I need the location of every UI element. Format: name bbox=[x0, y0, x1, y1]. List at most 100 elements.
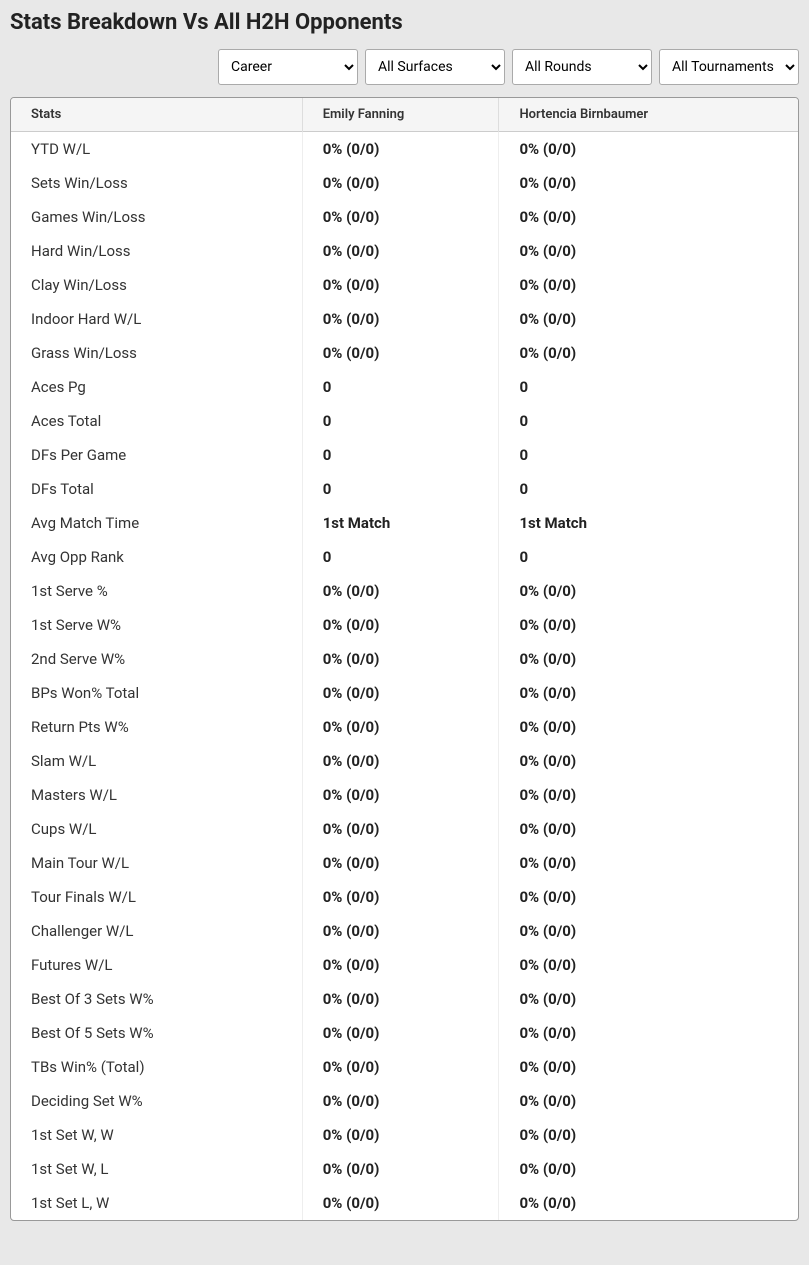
table-row: Hard Win/Loss0% (0/0)0% (0/0) bbox=[11, 234, 798, 268]
stats-table: Stats Emily Fanning Hortencia Birnbaumer… bbox=[11, 98, 798, 1220]
table-row: Return Pts W%0% (0/0)0% (0/0) bbox=[11, 710, 798, 744]
table-row: YTD W/L0% (0/0)0% (0/0) bbox=[11, 132, 798, 167]
stat-label: Sets Win/Loss bbox=[11, 166, 302, 200]
stat-value-player2: 0% (0/0) bbox=[499, 744, 798, 778]
table-row: 2nd Serve W%0% (0/0)0% (0/0) bbox=[11, 642, 798, 676]
stat-label: TBs Win% (Total) bbox=[11, 1050, 302, 1084]
stat-label: Return Pts W% bbox=[11, 710, 302, 744]
table-row: TBs Win% (Total)0% (0/0)0% (0/0) bbox=[11, 1050, 798, 1084]
table-row: Challenger W/L0% (0/0)0% (0/0) bbox=[11, 914, 798, 948]
stat-label: Games Win/Loss bbox=[11, 200, 302, 234]
table-header-row: Stats Emily Fanning Hortencia Birnbaumer bbox=[11, 98, 798, 132]
stat-label: DFs Total bbox=[11, 472, 302, 506]
stat-label: Deciding Set W% bbox=[11, 1084, 302, 1118]
stat-value-player2: 0% (0/0) bbox=[499, 200, 798, 234]
table-row: 1st Set W, W0% (0/0)0% (0/0) bbox=[11, 1118, 798, 1152]
stat-label: 1st Set L, W bbox=[11, 1186, 302, 1220]
stat-label: Cups W/L bbox=[11, 812, 302, 846]
stat-value-player1: 0% (0/0) bbox=[302, 710, 499, 744]
table-row: Tour Finals W/L0% (0/0)0% (0/0) bbox=[11, 880, 798, 914]
stat-label: Avg Match Time bbox=[11, 506, 302, 540]
stat-value-player1: 0% (0/0) bbox=[302, 1050, 499, 1084]
table-row: Clay Win/Loss0% (0/0)0% (0/0) bbox=[11, 268, 798, 302]
stat-value-player1: 0% (0/0) bbox=[302, 948, 499, 982]
col-header-stats: Stats bbox=[11, 98, 302, 132]
stat-value-player2: 0% (0/0) bbox=[499, 302, 798, 336]
stat-label: Best Of 5 Sets W% bbox=[11, 1016, 302, 1050]
stat-label: Hard Win/Loss bbox=[11, 234, 302, 268]
stat-value-player1: 0 bbox=[302, 540, 499, 574]
stat-value-player2: 0% (0/0) bbox=[499, 574, 798, 608]
stat-value-player1: 0% (0/0) bbox=[302, 1016, 499, 1050]
career-select[interactable]: Career bbox=[218, 49, 358, 85]
stat-value-player2: 0% (0/0) bbox=[499, 1186, 798, 1220]
table-row: DFs Per Game00 bbox=[11, 438, 798, 472]
stat-label: Masters W/L bbox=[11, 778, 302, 812]
table-row: 1st Serve W%0% (0/0)0% (0/0) bbox=[11, 608, 798, 642]
stat-label: 1st Serve W% bbox=[11, 608, 302, 642]
stat-value-player1: 0% (0/0) bbox=[302, 234, 499, 268]
col-header-player2: Hortencia Birnbaumer bbox=[499, 98, 798, 132]
stat-label: 1st Serve % bbox=[11, 574, 302, 608]
stat-value-player1: 0 bbox=[302, 404, 499, 438]
stat-value-player2: 0% (0/0) bbox=[499, 132, 798, 167]
surfaces-select[interactable]: All Surfaces bbox=[365, 49, 505, 85]
stats-table-container: Stats Emily Fanning Hortencia Birnbaumer… bbox=[10, 97, 799, 1221]
stat-value-player1: 0% (0/0) bbox=[302, 744, 499, 778]
stat-value-player2: 0% (0/0) bbox=[499, 642, 798, 676]
table-row: Grass Win/Loss0% (0/0)0% (0/0) bbox=[11, 336, 798, 370]
tournaments-select[interactable]: All Tournaments bbox=[659, 49, 799, 85]
table-row: DFs Total00 bbox=[11, 472, 798, 506]
stat-value-player1: 0% (0/0) bbox=[302, 608, 499, 642]
stat-value-player2: 0% (0/0) bbox=[499, 1118, 798, 1152]
stat-value-player1: 0% (0/0) bbox=[302, 778, 499, 812]
table-row: Main Tour W/L0% (0/0)0% (0/0) bbox=[11, 846, 798, 880]
stat-label: Tour Finals W/L bbox=[11, 880, 302, 914]
table-row: Aces Total00 bbox=[11, 404, 798, 438]
stat-value-player1: 1st Match bbox=[302, 506, 499, 540]
stat-value-player2: 0% (0/0) bbox=[499, 914, 798, 948]
stat-value-player1: 0% (0/0) bbox=[302, 846, 499, 880]
stat-label: 1st Set W, W bbox=[11, 1118, 302, 1152]
filters-bar: Career All Surfaces All Rounds All Tourn… bbox=[10, 49, 799, 85]
table-row: Masters W/L0% (0/0)0% (0/0) bbox=[11, 778, 798, 812]
stat-label: Indoor Hard W/L bbox=[11, 302, 302, 336]
stat-label: Clay Win/Loss bbox=[11, 268, 302, 302]
stat-value-player1: 0% (0/0) bbox=[302, 642, 499, 676]
stat-value-player1: 0% (0/0) bbox=[302, 268, 499, 302]
table-row: Slam W/L0% (0/0)0% (0/0) bbox=[11, 744, 798, 778]
stat-label: Main Tour W/L bbox=[11, 846, 302, 880]
stat-value-player1: 0% (0/0) bbox=[302, 574, 499, 608]
stat-value-player1: 0 bbox=[302, 472, 499, 506]
page-title: Stats Breakdown Vs All H2H Opponents bbox=[10, 10, 799, 35]
table-row: 1st Serve %0% (0/0)0% (0/0) bbox=[11, 574, 798, 608]
table-row: Avg Opp Rank00 bbox=[11, 540, 798, 574]
stat-value-player1: 0 bbox=[302, 370, 499, 404]
stat-label: Grass Win/Loss bbox=[11, 336, 302, 370]
stat-label: 2nd Serve W% bbox=[11, 642, 302, 676]
stat-value-player1: 0% (0/0) bbox=[302, 1084, 499, 1118]
stat-value-player2: 1st Match bbox=[499, 506, 798, 540]
stat-value-player1: 0% (0/0) bbox=[302, 982, 499, 1016]
stat-value-player2: 0 bbox=[499, 540, 798, 574]
stat-value-player2: 0% (0/0) bbox=[499, 336, 798, 370]
stat-value-player1: 0% (0/0) bbox=[302, 132, 499, 167]
stat-value-player2: 0% (0/0) bbox=[499, 846, 798, 880]
stat-label: Slam W/L bbox=[11, 744, 302, 778]
table-row: 1st Set L, W0% (0/0)0% (0/0) bbox=[11, 1186, 798, 1220]
stat-value-player2: 0% (0/0) bbox=[499, 1016, 798, 1050]
stat-value-player1: 0% (0/0) bbox=[302, 166, 499, 200]
stat-value-player1: 0% (0/0) bbox=[302, 676, 499, 710]
stat-value-player2: 0 bbox=[499, 472, 798, 506]
col-header-player1: Emily Fanning bbox=[302, 98, 499, 132]
stat-value-player2: 0 bbox=[499, 370, 798, 404]
stat-value-player2: 0 bbox=[499, 438, 798, 472]
stat-label: 1st Set W, L bbox=[11, 1152, 302, 1186]
table-row: Futures W/L0% (0/0)0% (0/0) bbox=[11, 948, 798, 982]
stat-value-player2: 0% (0/0) bbox=[499, 608, 798, 642]
stat-value-player1: 0 bbox=[302, 438, 499, 472]
table-row: 1st Set W, L0% (0/0)0% (0/0) bbox=[11, 1152, 798, 1186]
stat-value-player1: 0% (0/0) bbox=[302, 880, 499, 914]
rounds-select[interactable]: All Rounds bbox=[512, 49, 652, 85]
stat-value-player2: 0% (0/0) bbox=[499, 676, 798, 710]
